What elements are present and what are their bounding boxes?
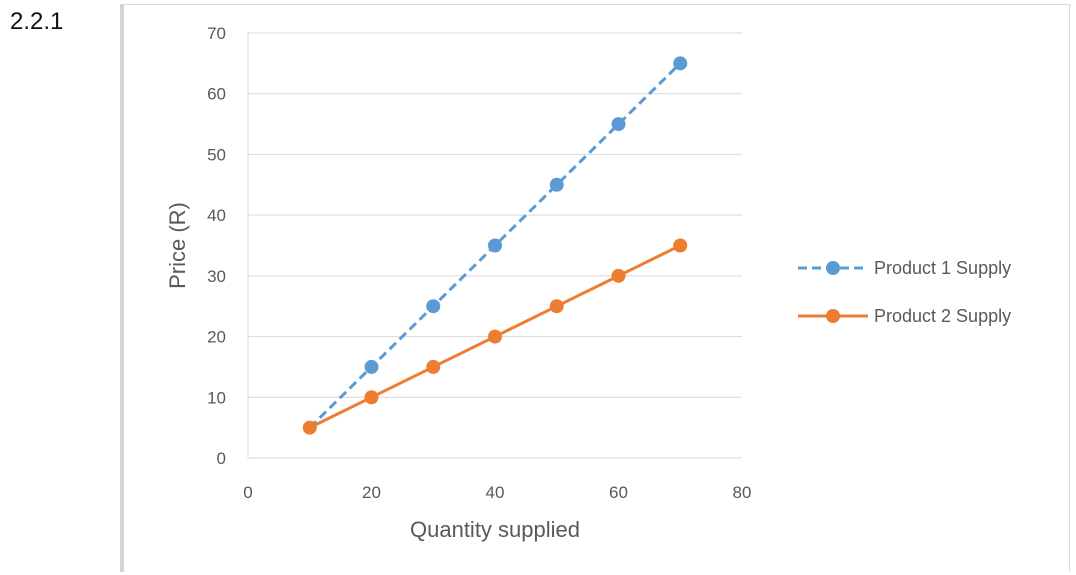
x-tick-label: 60 [609, 483, 628, 502]
x-tick-labels: 0 20 40 60 80 [243, 483, 751, 502]
legend-item-1: Product 1 Supply [798, 258, 1011, 278]
series-2-point [612, 269, 626, 283]
x-tick-label: 80 [733, 483, 752, 502]
y-tick-label: 40 [207, 206, 226, 225]
legend-swatch-marker [826, 309, 840, 323]
series-2-point [303, 421, 317, 435]
y-axis-title: Price (R) [165, 202, 190, 289]
x-axis-title: Quantity supplied [410, 517, 580, 542]
x-tick-label: 0 [243, 483, 252, 502]
y-tick-label: 70 [207, 24, 226, 43]
y-tick-label: 50 [207, 145, 226, 164]
series-2-point [550, 299, 564, 313]
y-tick-label: 0 [217, 449, 226, 468]
x-tick-label: 40 [486, 483, 505, 502]
series-2-point [488, 330, 502, 344]
series-1 [310, 56, 688, 427]
legend: Product 1 Supply Product 2 Supply [798, 258, 1011, 326]
y-tick-labels: 0 10 20 30 40 50 60 70 [207, 24, 226, 468]
legend-item-2: Product 2 Supply [798, 306, 1011, 326]
y-tick-label: 60 [207, 85, 226, 104]
series-2-point [673, 239, 687, 253]
x-tick-label: 20 [362, 483, 381, 502]
series-1-point [612, 117, 626, 131]
series-2-point [426, 360, 440, 374]
series-1-point [488, 239, 502, 253]
series-group [303, 56, 688, 434]
series-1-point [426, 299, 440, 313]
series-2-point [365, 390, 379, 404]
series-1-point [550, 178, 564, 192]
legend-swatch-marker [826, 261, 840, 275]
series-1-point [365, 360, 379, 374]
legend-label: Product 1 Supply [874, 258, 1011, 278]
legend-label: Product 2 Supply [874, 306, 1011, 326]
y-tick-label: 10 [207, 388, 226, 407]
y-tick-label: 20 [207, 328, 226, 347]
series-1-point [673, 56, 687, 70]
y-tick-label: 30 [207, 267, 226, 286]
